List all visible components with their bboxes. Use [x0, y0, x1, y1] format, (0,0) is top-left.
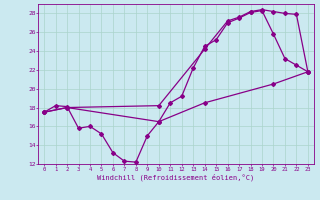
X-axis label: Windchill (Refroidissement éolien,°C): Windchill (Refroidissement éolien,°C) — [97, 173, 255, 181]
